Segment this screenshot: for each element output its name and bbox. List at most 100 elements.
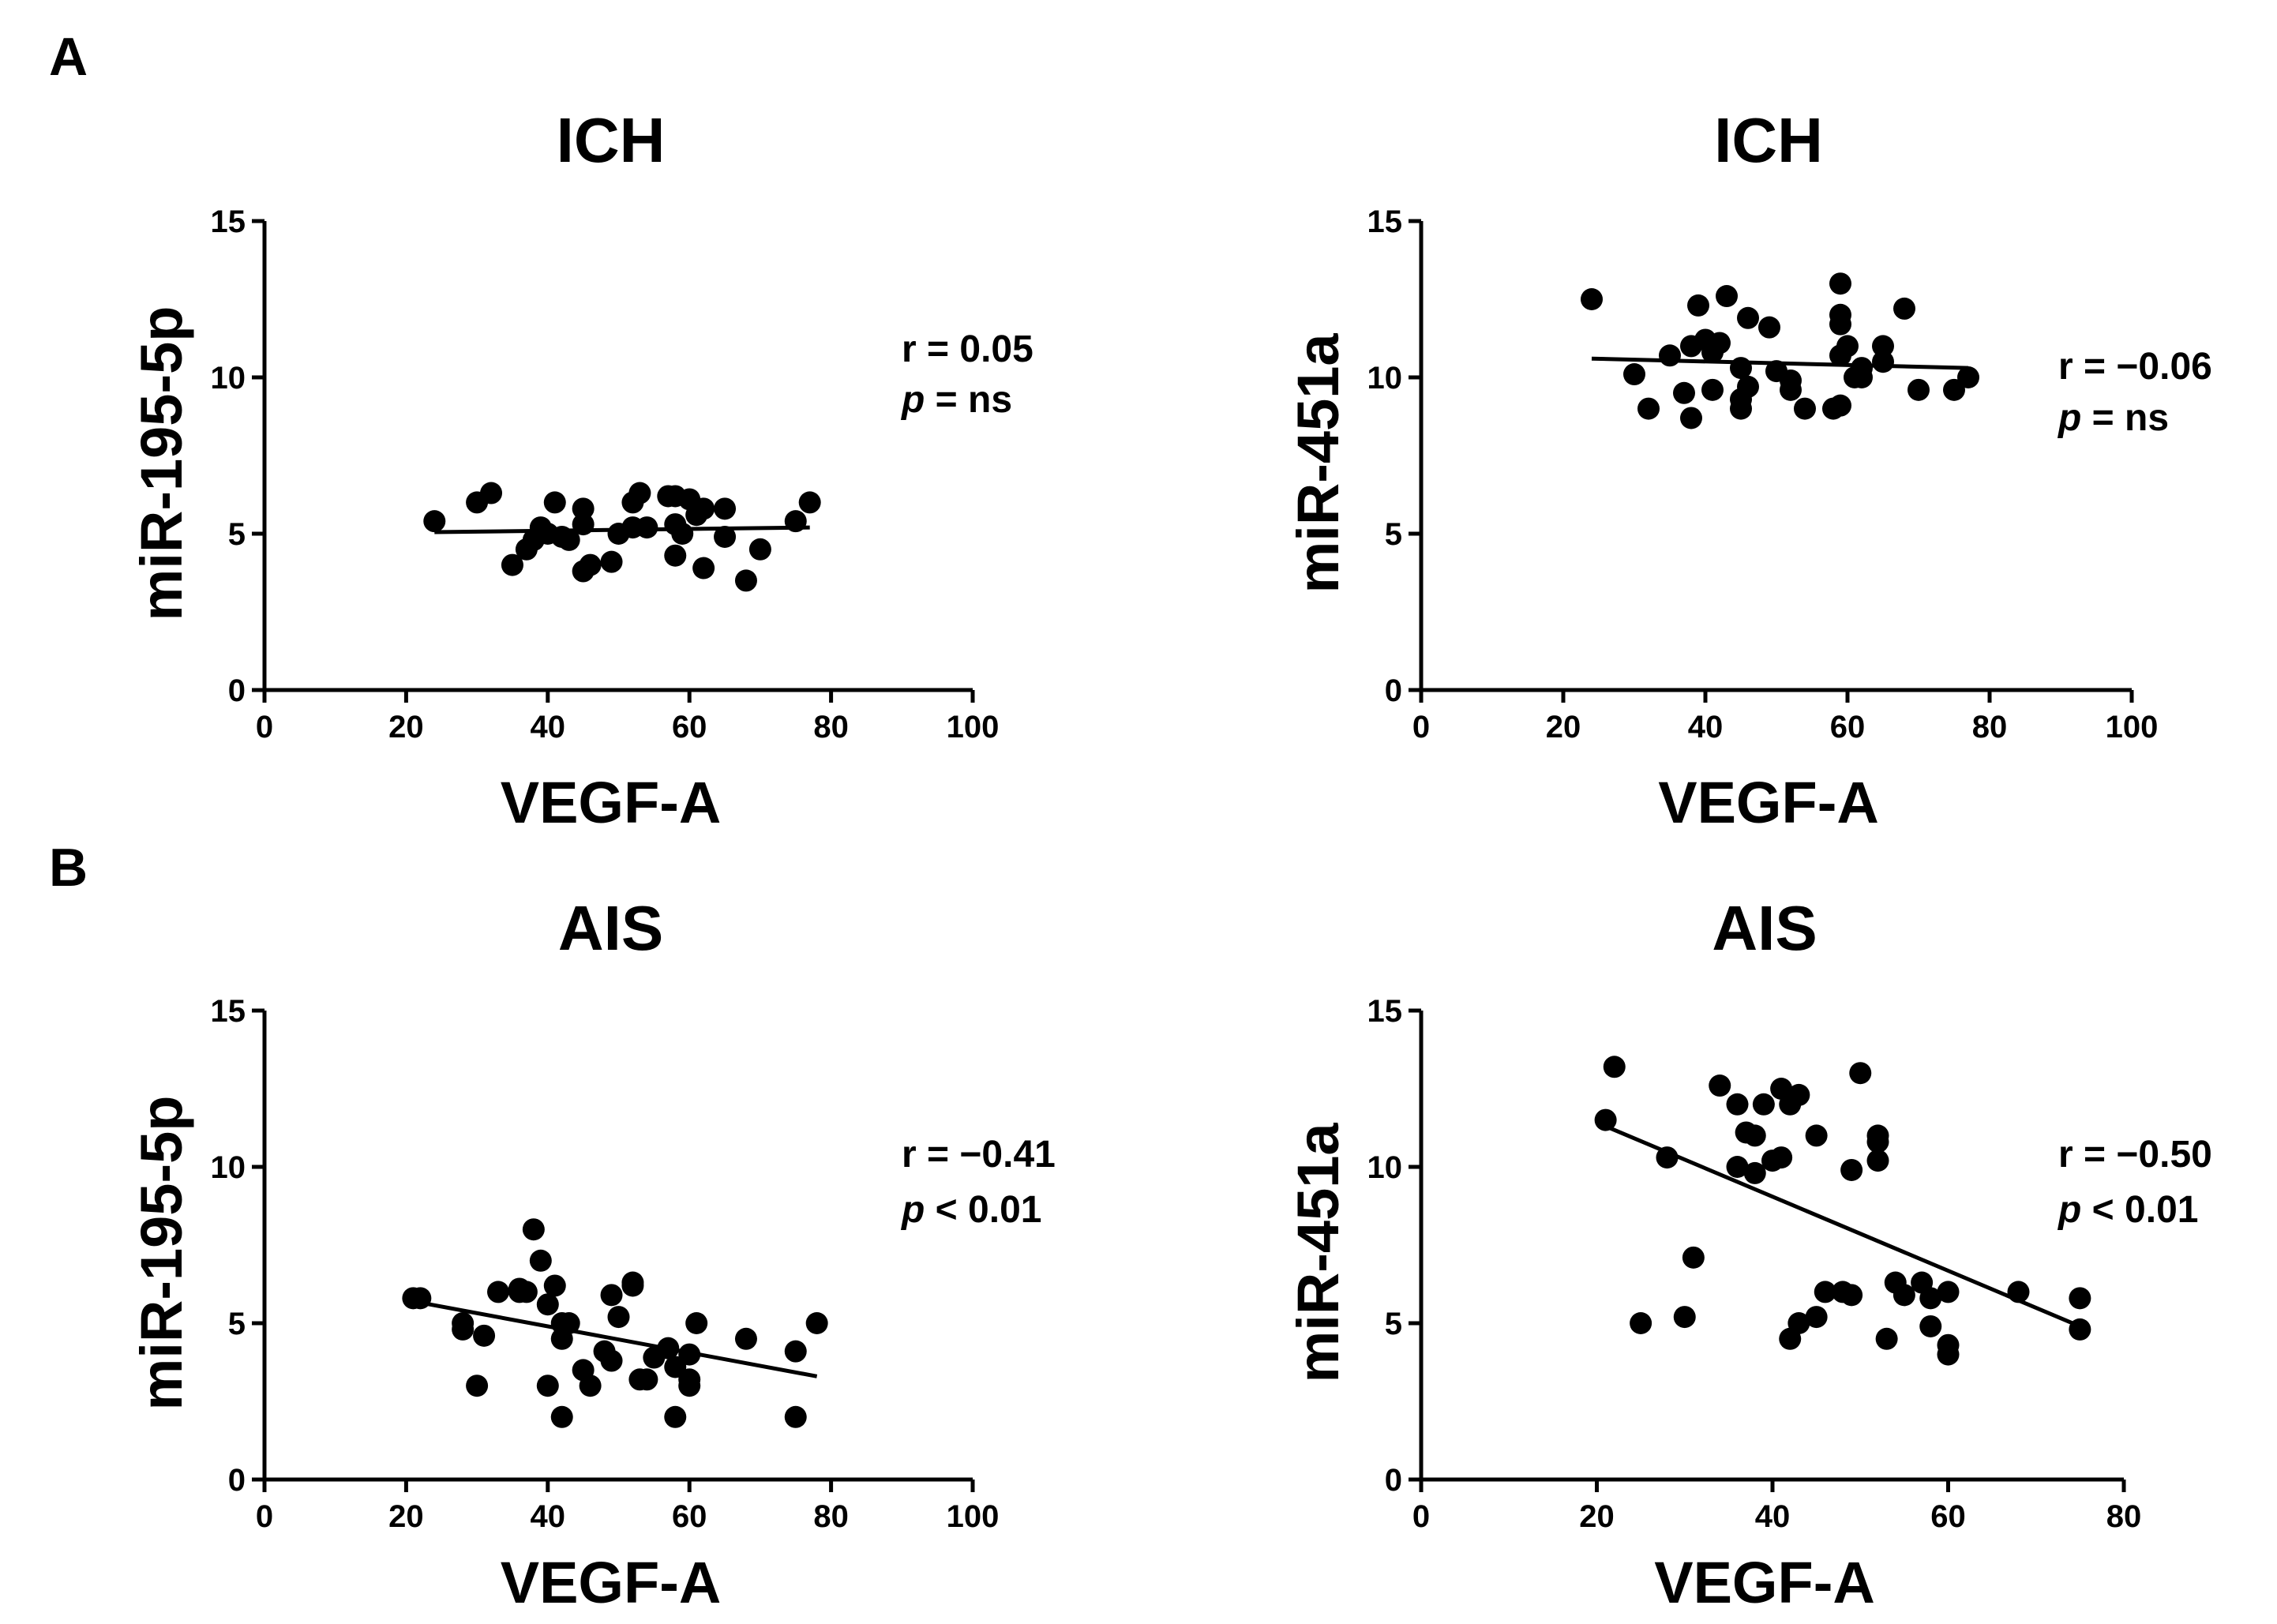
data-point	[1743, 1124, 1766, 1147]
data-point	[466, 1375, 489, 1397]
data-point	[798, 491, 821, 514]
y-tick-label: 5	[1385, 1307, 1402, 1341]
y-axis-label: miR-451a	[1285, 333, 1351, 594]
data-point	[1872, 335, 1894, 358]
data-point	[522, 1218, 545, 1241]
data-point	[1814, 1281, 1836, 1303]
data-point	[543, 491, 566, 514]
data-point	[607, 1306, 630, 1329]
data-point	[536, 1375, 559, 1397]
data-point	[1701, 378, 1724, 401]
data-point	[1709, 1075, 1731, 1097]
data-point	[628, 482, 651, 504]
data-point	[1603, 1056, 1626, 1078]
data-point	[685, 1312, 708, 1334]
stat-p: p < 0.01	[900, 1189, 1041, 1231]
y-tick-label: 5	[228, 517, 246, 552]
x-tick-label: 60	[672, 1499, 707, 1534]
x-axis-label: VEGF-A	[1654, 1550, 1875, 1615]
data-point	[536, 1293, 559, 1316]
x-tick-label: 100	[947, 710, 1000, 744]
stat-r: r = −0.06	[2058, 346, 2212, 388]
data-point	[1680, 407, 1702, 429]
scatter-plot-1: 0 20 40 60 80 100 0 5 10 15 ICH VEGF-A miR-195-5p r =…	[129, 105, 1033, 835]
panel-letter-b: B	[49, 838, 88, 898]
data-point	[1726, 1093, 1749, 1116]
x-axis-label: VEGF-A	[501, 1550, 722, 1615]
data-point	[543, 1274, 566, 1297]
data-point	[1659, 344, 1681, 367]
data-point	[1673, 381, 1695, 404]
y-tick-label: 10	[1367, 1150, 1403, 1185]
x-tick-label: 20	[388, 710, 424, 744]
panel-letter-a: A	[49, 27, 88, 87]
x-tick-label: 0	[1412, 1499, 1430, 1534]
y-tick-label: 10	[211, 1150, 246, 1185]
data-point	[1805, 1306, 1828, 1329]
p-value: < 0.01	[925, 1189, 1041, 1231]
stat-r: r = −0.50	[2058, 1134, 2212, 1176]
x-tick-label: 40	[531, 710, 566, 744]
stat-r: r = −0.41	[902, 1134, 1056, 1176]
data-point	[714, 497, 737, 520]
data-point	[1758, 316, 1780, 339]
data-point	[1840, 1158, 1863, 1181]
data-point	[714, 525, 737, 548]
data-point	[452, 1318, 475, 1341]
y-tick-label: 5	[1385, 517, 1402, 552]
data-point	[636, 516, 658, 539]
y-tick-label: 15	[211, 204, 246, 239]
x-axis-label: VEGF-A	[1658, 770, 1879, 835]
x-tick-label: 20	[1579, 1499, 1615, 1534]
data-point	[1872, 351, 1894, 373]
data-point	[1937, 1281, 1960, 1303]
data-point	[1709, 332, 1731, 354]
data-point	[1581, 288, 1603, 310]
data-point	[1752, 1093, 1775, 1116]
data-point	[1829, 313, 1851, 336]
p-value: = ns	[2081, 397, 2169, 439]
data-point	[423, 510, 446, 533]
data-point	[480, 482, 503, 504]
plot-title: AIS	[1712, 893, 1817, 963]
data-point	[1623, 363, 1645, 386]
data-point	[1673, 1306, 1696, 1329]
y-axis-label: miR-195-5p	[129, 306, 194, 621]
data-point	[1919, 1315, 1942, 1337]
data-point	[784, 1405, 807, 1428]
y-axis-label: miR-195-5p	[129, 1096, 194, 1411]
data-point	[501, 553, 523, 576]
y-tick-label: 0	[228, 673, 246, 708]
data-point	[1851, 366, 1873, 388]
data-point	[734, 1327, 757, 1350]
data-point	[1829, 394, 1851, 417]
data-point	[1743, 1161, 1766, 1184]
data-point	[1787, 1312, 1810, 1334]
x-tick-label: 80	[813, 1499, 849, 1534]
y-tick-label: 15	[1367, 204, 1403, 239]
data-point	[1829, 272, 1851, 295]
data-point	[1787, 1083, 1810, 1106]
data-point	[600, 1284, 623, 1307]
data-point	[515, 1281, 538, 1303]
data-point	[2069, 1287, 2091, 1310]
data-point	[734, 569, 757, 592]
x-tick-label: 80	[1972, 710, 2008, 744]
regression-line	[1591, 356, 1969, 370]
p-symbol: p	[2057, 1189, 2081, 1231]
y-tick-label: 10	[211, 361, 246, 396]
data-point	[671, 523, 694, 545]
data-point	[1849, 1062, 1872, 1085]
p-symbol: p	[2057, 397, 2081, 439]
data-point	[748, 538, 771, 561]
data-point	[1682, 1246, 1705, 1269]
data-point	[1957, 366, 1979, 388]
y-tick-label: 10	[1367, 361, 1403, 396]
data-point	[1919, 1287, 1942, 1310]
y-tick-label: 5	[228, 1307, 246, 1341]
data-point	[1737, 375, 1759, 398]
scatter-plot-2: 0 20 40 60 80 100 0 5 10 15 ICH VEGF-A miR-451a r = −…	[1285, 105, 2212, 835]
scatter-plot-4: 0 20 40 60 80 0 5 10 15 AIS VEGF-A miR-451a r = −0.5…	[1285, 893, 2212, 1615]
data-point	[487, 1281, 510, 1303]
